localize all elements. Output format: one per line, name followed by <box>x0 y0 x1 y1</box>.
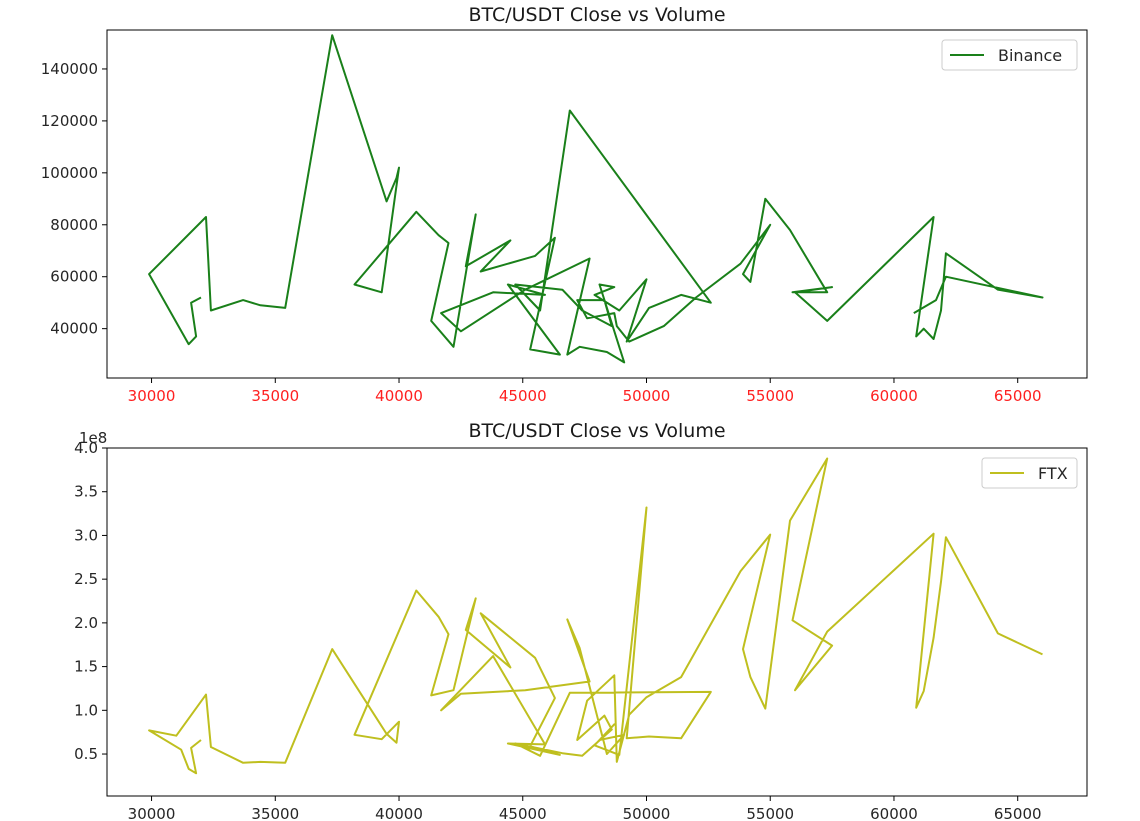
x-tick-label: 40000 <box>375 387 423 405</box>
x-tick-label: 45000 <box>499 805 547 821</box>
y-tick-label: 120000 <box>41 112 98 130</box>
x-tick-label: 65000 <box>994 805 1042 821</box>
x-tick-label: 45000 <box>499 387 547 405</box>
legend-box <box>981 457 1078 489</box>
chart-panel-1: BTC/USDT Close vs Volume 30000 35000 40000 4… <box>41 4 1088 405</box>
y-tick-label: 3.0 <box>74 526 98 544</box>
y-tick-label: 2.5 <box>74 570 98 588</box>
x-tick-label: 50000 <box>623 805 671 821</box>
series-line-binance <box>148 34 1044 364</box>
y-tick-label: 80000 <box>50 216 98 234</box>
x-tick-label: 35000 <box>251 387 299 405</box>
y-tick-label: 1.0 <box>74 701 98 719</box>
x-tick-label: 60000 <box>870 805 918 821</box>
chart-panel-2: BTC/USDT Close vs Volume 30000 35000 40000 4… <box>74 420 1088 821</box>
y-tick-label: 140000 <box>41 60 98 78</box>
y-tick-label: 3.5 <box>74 483 98 501</box>
legend-box <box>941 39 1078 71</box>
x-tick-label: 55000 <box>746 387 794 405</box>
y-tick-label: 0.5 <box>74 745 98 763</box>
legend: Binance <box>941 39 1078 71</box>
y-tick-label: 60000 <box>50 268 98 286</box>
y-axis-exponent-label: 1e8 <box>79 429 107 447</box>
x-tick-label: 40000 <box>375 805 423 821</box>
chart-title: BTC/USDT Close vs Volume <box>468 420 725 442</box>
series-line-ftx <box>148 457 1043 775</box>
legend: FTX <box>981 457 1078 489</box>
y-tick-label: 1.5 <box>74 658 98 676</box>
plot-area-frame <box>106 29 1088 379</box>
x-tick-label: 55000 <box>746 805 794 821</box>
legend-label: FTX <box>1038 464 1068 483</box>
legend-label: Binance <box>998 46 1062 65</box>
x-tick-label: 65000 <box>994 387 1042 405</box>
x-tick-label: 60000 <box>870 387 918 405</box>
x-tick-label: 50000 <box>623 387 671 405</box>
y-tick-label: 4.0 <box>74 439 98 457</box>
x-tick-label: 35000 <box>251 805 299 821</box>
y-tick-label: 100000 <box>41 164 98 182</box>
chart-title: BTC/USDT Close vs Volume <box>468 4 725 26</box>
y-tick-label: 40000 <box>50 320 98 338</box>
y-tick-label: 2.0 <box>74 614 98 632</box>
x-tick-label: 30000 <box>128 387 176 405</box>
x-tick-label: 30000 <box>128 805 176 821</box>
plot-area-frame <box>106 447 1088 797</box>
